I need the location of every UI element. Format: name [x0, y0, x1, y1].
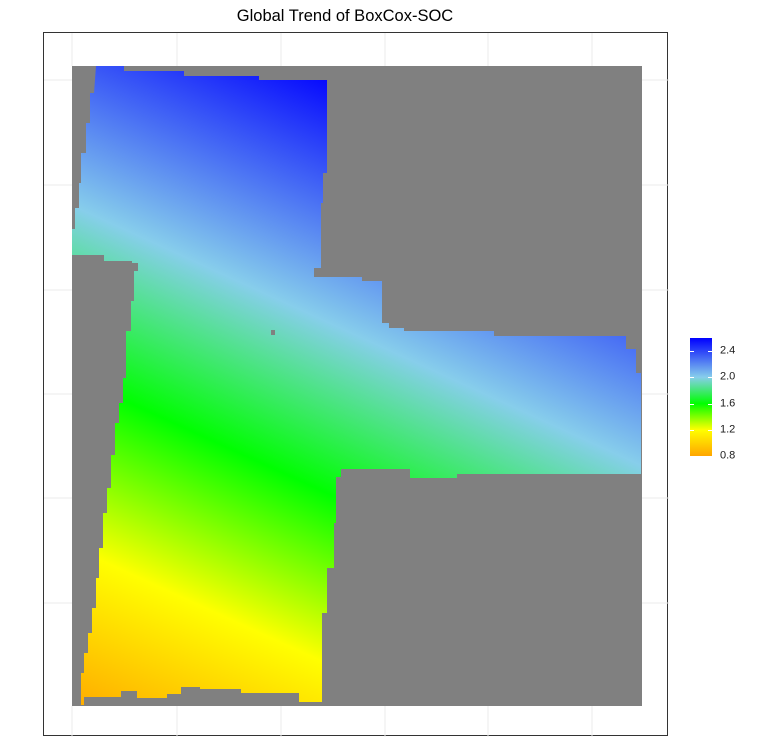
grid-lines: [44, 33, 669, 737]
colorbar-tick-right: [708, 377, 712, 379]
colorbar-tick-left: [690, 403, 694, 405]
heatmap-plot: [44, 33, 669, 737]
colorbar-fill: [690, 338, 712, 456]
colorbar-tick-right: [708, 351, 712, 353]
colorbar-tick-left: [690, 456, 694, 457]
colorbar-legend: 2.4 2.0 1.6 1.2 0.8: [690, 338, 750, 461]
colorbar-tick-label: 2.4: [720, 344, 736, 357]
colorbar-tick-label: 1.6: [720, 397, 736, 410]
colorbar-tick-right: [708, 456, 712, 457]
colorbar-tick-left: [690, 377, 694, 379]
plot-panel: [43, 32, 669, 737]
colorbar-tick-label: 1.2: [720, 423, 736, 436]
colorbar-tick-left: [690, 429, 694, 431]
masked-pixel: [271, 330, 275, 335]
chart-title: Global Trend of BoxCox-SOC: [236, 7, 454, 25]
colorbar: [690, 338, 712, 456]
colorbar-tick-left: [690, 351, 694, 353]
colorbar-tick-label: 2.0: [720, 370, 736, 383]
colorbar-tick-right: [708, 429, 712, 431]
colorbar-tick-right: [708, 403, 712, 405]
colorbar-tick-label: 0.8: [720, 449, 736, 462]
